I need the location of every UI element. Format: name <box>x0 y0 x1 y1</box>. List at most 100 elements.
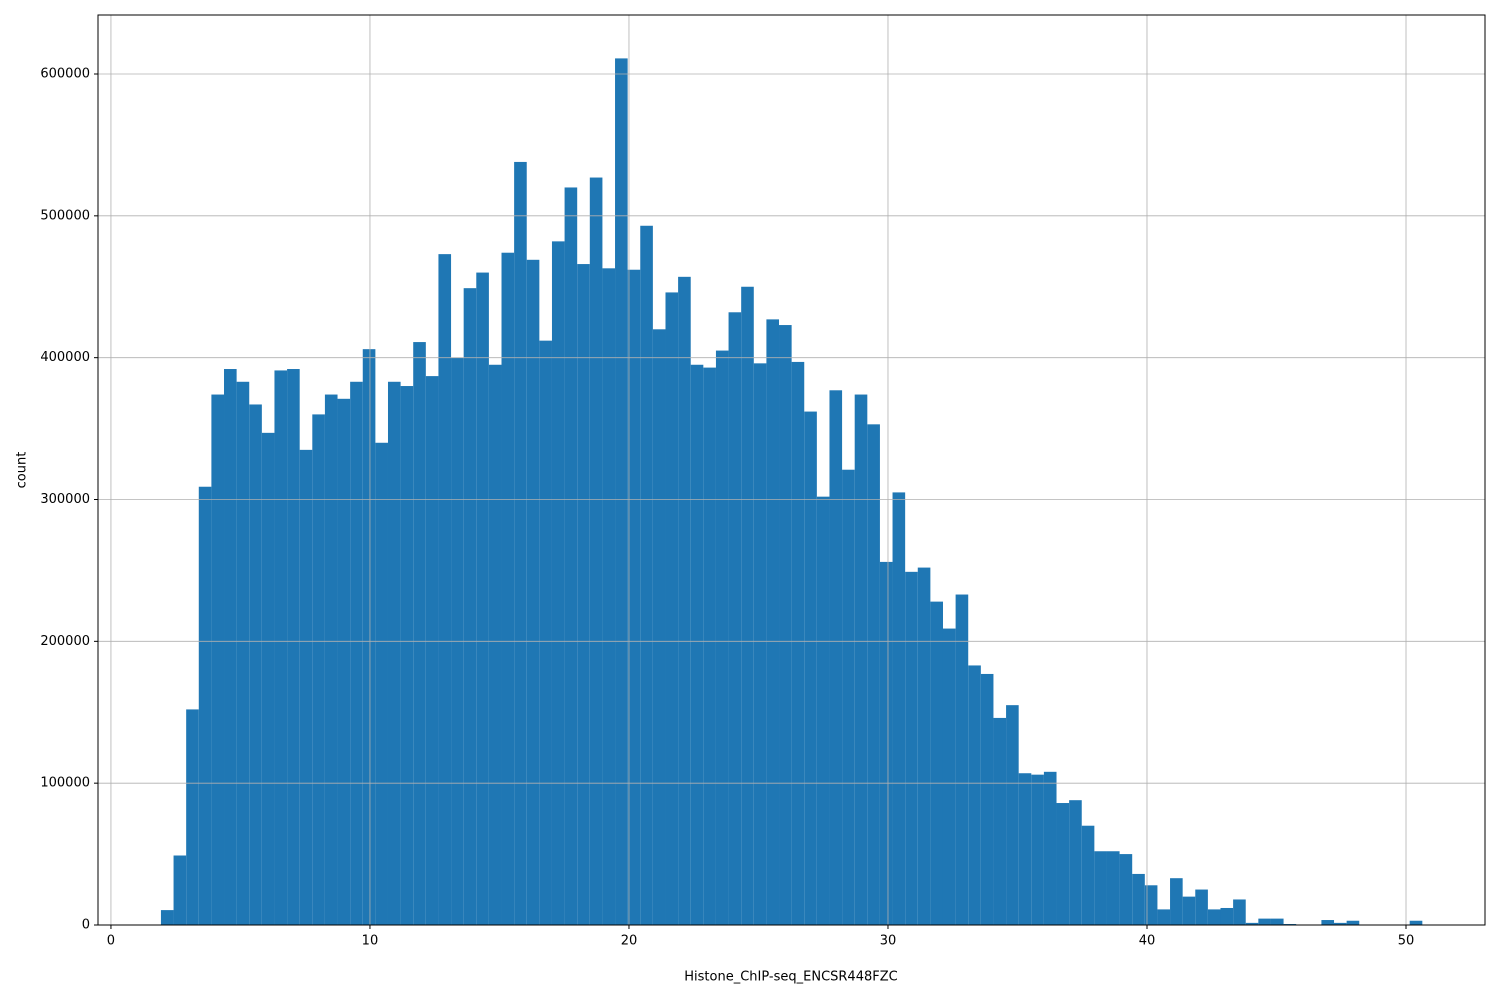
bar <box>1018 773 1032 925</box>
y-tick-label: 100000 <box>40 776 90 791</box>
bar <box>236 381 250 926</box>
bar <box>753 363 767 925</box>
bar <box>690 364 704 925</box>
bar <box>463 288 477 926</box>
bar <box>526 259 540 926</box>
bar <box>1119 854 1133 925</box>
bar <box>564 187 578 926</box>
bar <box>501 252 515 925</box>
bar <box>375 442 388 925</box>
bar <box>602 268 616 925</box>
bar <box>1170 878 1183 925</box>
bar <box>387 381 401 926</box>
y-axis-label: count <box>15 452 30 489</box>
bar <box>741 286 754 926</box>
x-tick-label: 10 <box>362 934 379 949</box>
bar <box>514 161 527 925</box>
bar <box>665 292 679 926</box>
plot-frame <box>97 14 1486 926</box>
y-tick-label: 500000 <box>40 208 90 223</box>
x-tick-label: 0 <box>107 934 115 949</box>
bar <box>766 319 780 926</box>
bar <box>1220 907 1234 925</box>
bar <box>312 414 325 925</box>
bar <box>791 361 805 925</box>
x-tick-label: 40 <box>1139 934 1156 949</box>
bar <box>1245 922 1259 925</box>
bar <box>1081 825 1095 925</box>
bar <box>993 717 1007 925</box>
bar <box>1132 873 1145 925</box>
bar <box>186 709 199 925</box>
bar <box>842 469 855 925</box>
bar <box>879 561 893 925</box>
bar <box>816 496 830 925</box>
bar <box>1409 920 1423 925</box>
bar <box>476 272 489 925</box>
y-tick-label: 600000 <box>40 67 90 82</box>
x-axis-label: Histone_ChIP-seq_ENCSR448FZC <box>684 970 897 985</box>
x-tick-label: 20 <box>621 934 638 949</box>
bar <box>274 370 288 925</box>
bar <box>249 404 262 925</box>
bar <box>1207 909 1221 925</box>
bar <box>728 312 742 925</box>
bar <box>1233 899 1246 925</box>
bar <box>425 376 439 926</box>
y-tick-label: 200000 <box>40 634 90 649</box>
bar <box>905 571 918 925</box>
bar <box>1006 705 1019 925</box>
bar <box>968 665 981 925</box>
bar <box>211 394 225 925</box>
bar <box>980 673 994 925</box>
bar <box>299 449 313 925</box>
bar <box>400 386 414 925</box>
bar <box>1106 851 1120 925</box>
bar <box>438 254 452 925</box>
bar <box>1157 909 1171 925</box>
bar <box>829 390 843 925</box>
bar <box>577 264 590 925</box>
y-tick-label: 400000 <box>40 350 90 365</box>
bar <box>224 369 237 925</box>
bar <box>551 241 565 925</box>
bar <box>917 567 931 925</box>
bar <box>413 342 426 925</box>
bar <box>627 269 641 925</box>
bar <box>1258 918 1271 925</box>
bar <box>1321 920 1335 925</box>
bar <box>678 276 691 925</box>
bar <box>324 394 338 925</box>
bar <box>287 369 300 925</box>
bar <box>1094 851 1107 925</box>
x-tick-label: 50 <box>1398 934 1415 949</box>
bar <box>1043 771 1057 925</box>
bar <box>942 628 956 925</box>
bar <box>160 910 174 925</box>
bar <box>539 340 552 925</box>
bar <box>1144 885 1158 925</box>
bar <box>615 58 628 925</box>
bar <box>1270 918 1284 925</box>
bar <box>652 329 666 925</box>
bar <box>715 350 729 926</box>
bar <box>867 424 880 925</box>
bar <box>198 486 212 925</box>
bar <box>854 394 868 925</box>
bar <box>804 411 817 926</box>
bar <box>703 367 716 925</box>
bar <box>892 492 906 925</box>
x-tick-label: 30 <box>880 934 897 949</box>
y-tick-label: 0 <box>82 918 90 933</box>
bar <box>779 325 792 925</box>
bar <box>1334 922 1347 925</box>
bar <box>1031 774 1044 925</box>
bar <box>640 225 653 925</box>
bar <box>1056 803 1070 925</box>
bar <box>362 349 376 926</box>
bar <box>589 177 603 925</box>
bar <box>1195 889 1208 925</box>
bar <box>173 855 187 925</box>
bar <box>955 594 969 925</box>
